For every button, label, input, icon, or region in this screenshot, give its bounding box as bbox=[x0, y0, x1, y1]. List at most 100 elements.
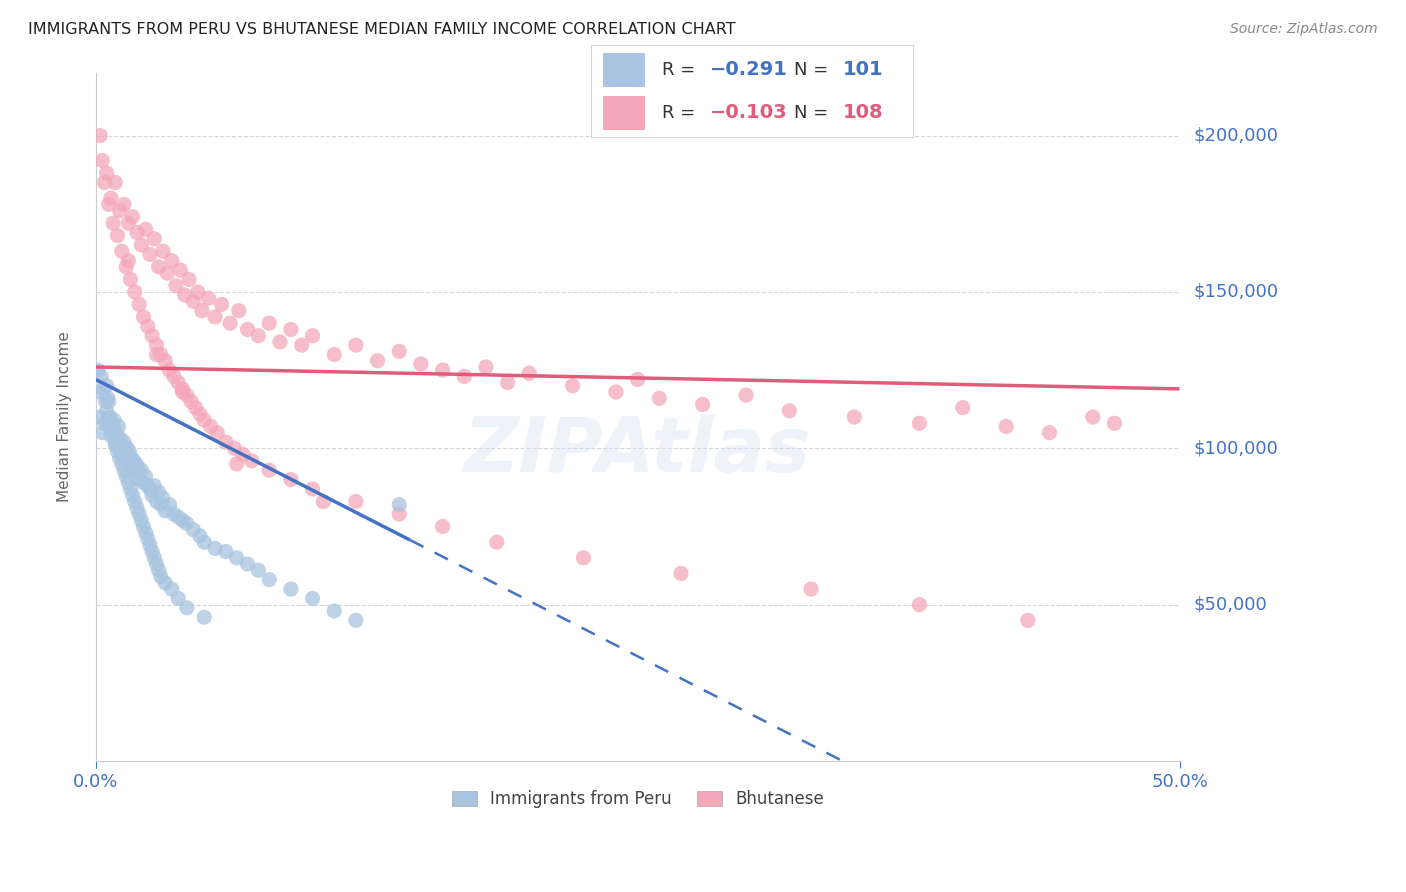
Point bbox=[240, 454, 263, 468]
Point bbox=[145, 347, 167, 361]
Point bbox=[605, 384, 627, 399]
Point bbox=[108, 203, 131, 218]
Point bbox=[176, 600, 198, 615]
Point bbox=[280, 473, 302, 487]
Point bbox=[149, 498, 172, 512]
Point bbox=[496, 376, 519, 390]
Point bbox=[177, 272, 200, 286]
Point bbox=[388, 498, 411, 512]
Point bbox=[105, 425, 128, 440]
Point bbox=[125, 467, 148, 481]
Point bbox=[692, 397, 714, 411]
Point bbox=[128, 473, 150, 487]
Point bbox=[128, 297, 150, 311]
Point bbox=[184, 401, 207, 415]
Point bbox=[125, 500, 148, 515]
Point bbox=[648, 391, 671, 405]
Point bbox=[149, 347, 172, 361]
Point bbox=[91, 425, 114, 440]
Point bbox=[112, 463, 135, 477]
Point bbox=[115, 442, 138, 456]
Point bbox=[114, 444, 136, 458]
Point bbox=[141, 328, 163, 343]
Point bbox=[159, 363, 181, 377]
Point bbox=[110, 432, 132, 446]
Point bbox=[89, 128, 111, 143]
Point bbox=[108, 442, 131, 456]
Text: 108: 108 bbox=[842, 103, 883, 122]
Point bbox=[115, 260, 138, 274]
Point bbox=[98, 410, 121, 425]
Point bbox=[124, 285, 146, 299]
Point bbox=[132, 310, 155, 324]
Point bbox=[112, 435, 135, 450]
Point bbox=[93, 176, 115, 190]
Point bbox=[169, 263, 191, 277]
Point bbox=[188, 407, 211, 421]
Point bbox=[367, 353, 389, 368]
Text: $50,000: $50,000 bbox=[1194, 596, 1267, 614]
Point bbox=[176, 388, 198, 402]
Point bbox=[87, 363, 110, 377]
Point bbox=[301, 591, 323, 606]
Point bbox=[167, 510, 190, 524]
Text: N =: N = bbox=[794, 61, 834, 78]
Point bbox=[103, 413, 125, 427]
Point bbox=[219, 316, 242, 330]
Point bbox=[104, 438, 127, 452]
Point bbox=[124, 494, 146, 508]
Point bbox=[159, 498, 181, 512]
Point bbox=[153, 504, 176, 518]
Point bbox=[148, 260, 170, 274]
Point bbox=[100, 191, 122, 205]
Point bbox=[121, 210, 143, 224]
Point bbox=[735, 388, 758, 402]
Point bbox=[1104, 417, 1126, 431]
Point bbox=[87, 384, 110, 399]
Point bbox=[135, 525, 157, 540]
Text: N =: N = bbox=[794, 104, 834, 122]
Point bbox=[121, 488, 143, 502]
Point bbox=[117, 454, 139, 468]
Point bbox=[344, 494, 367, 508]
Point bbox=[204, 541, 226, 556]
Point bbox=[432, 363, 454, 377]
Point bbox=[97, 197, 120, 211]
Point bbox=[312, 494, 335, 508]
Point bbox=[120, 482, 142, 496]
Point bbox=[1017, 613, 1039, 627]
Point bbox=[136, 532, 159, 546]
Point bbox=[453, 369, 475, 384]
Point bbox=[193, 535, 215, 549]
Text: 101: 101 bbox=[842, 61, 883, 79]
Point bbox=[125, 457, 148, 471]
Point bbox=[104, 176, 127, 190]
Point bbox=[145, 494, 167, 508]
Point bbox=[96, 404, 118, 418]
Point bbox=[125, 226, 148, 240]
Point bbox=[205, 425, 228, 440]
Point bbox=[107, 444, 129, 458]
Text: $100,000: $100,000 bbox=[1194, 439, 1278, 458]
Point bbox=[485, 535, 508, 549]
Point bbox=[204, 310, 226, 324]
Point bbox=[167, 376, 190, 390]
Point bbox=[101, 423, 124, 437]
Point bbox=[187, 285, 209, 299]
Text: −0.291: −0.291 bbox=[710, 61, 787, 79]
Point bbox=[111, 448, 134, 462]
Point bbox=[96, 378, 118, 392]
Point bbox=[100, 417, 122, 431]
Point bbox=[160, 582, 183, 596]
Point bbox=[669, 566, 692, 581]
Point bbox=[111, 244, 134, 259]
Point bbox=[236, 322, 259, 336]
Point bbox=[572, 550, 595, 565]
Point bbox=[236, 557, 259, 571]
Point bbox=[148, 485, 170, 500]
Point bbox=[128, 507, 150, 521]
Point bbox=[344, 338, 367, 352]
Point bbox=[301, 482, 323, 496]
Text: $150,000: $150,000 bbox=[1194, 283, 1278, 301]
Point bbox=[132, 475, 155, 490]
